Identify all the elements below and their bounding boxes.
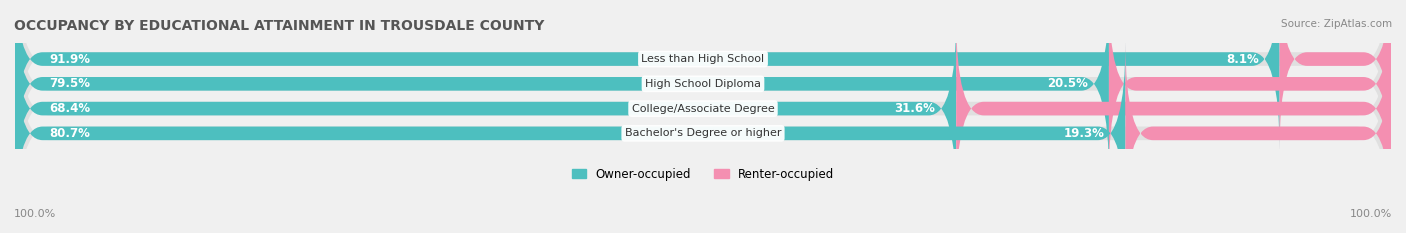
Text: Bachelor's Degree or higher: Bachelor's Degree or higher: [624, 128, 782, 138]
Text: 8.1%: 8.1%: [1226, 53, 1258, 65]
FancyBboxPatch shape: [15, 16, 1391, 233]
Text: Less than High School: Less than High School: [641, 54, 765, 64]
Text: OCCUPANCY BY EDUCATIONAL ATTAINMENT IN TROUSDALE COUNTY: OCCUPANCY BY EDUCATIONAL ATTAINMENT IN T…: [14, 19, 544, 33]
FancyBboxPatch shape: [1125, 41, 1391, 226]
Legend: Owner-occupied, Renter-occupied: Owner-occupied, Renter-occupied: [572, 168, 834, 181]
Text: 100.0%: 100.0%: [14, 209, 56, 219]
Text: 80.7%: 80.7%: [49, 127, 90, 140]
Text: 20.5%: 20.5%: [1047, 77, 1088, 90]
FancyBboxPatch shape: [15, 0, 1391, 176]
FancyBboxPatch shape: [956, 16, 1391, 201]
Text: 91.9%: 91.9%: [49, 53, 90, 65]
FancyBboxPatch shape: [1279, 0, 1391, 151]
Text: 31.6%: 31.6%: [894, 102, 935, 115]
Text: 100.0%: 100.0%: [1350, 209, 1392, 219]
FancyBboxPatch shape: [15, 0, 1391, 226]
Text: College/Associate Degree: College/Associate Degree: [631, 104, 775, 114]
FancyBboxPatch shape: [15, 41, 1125, 226]
FancyBboxPatch shape: [1109, 0, 1391, 176]
Text: Source: ZipAtlas.com: Source: ZipAtlas.com: [1281, 19, 1392, 29]
FancyBboxPatch shape: [15, 0, 1109, 176]
FancyBboxPatch shape: [15, 0, 1391, 201]
Text: High School Diploma: High School Diploma: [645, 79, 761, 89]
FancyBboxPatch shape: [15, 0, 1279, 151]
FancyBboxPatch shape: [15, 16, 956, 201]
Text: 19.3%: 19.3%: [1064, 127, 1105, 140]
Text: 68.4%: 68.4%: [49, 102, 90, 115]
Text: 79.5%: 79.5%: [49, 77, 90, 90]
